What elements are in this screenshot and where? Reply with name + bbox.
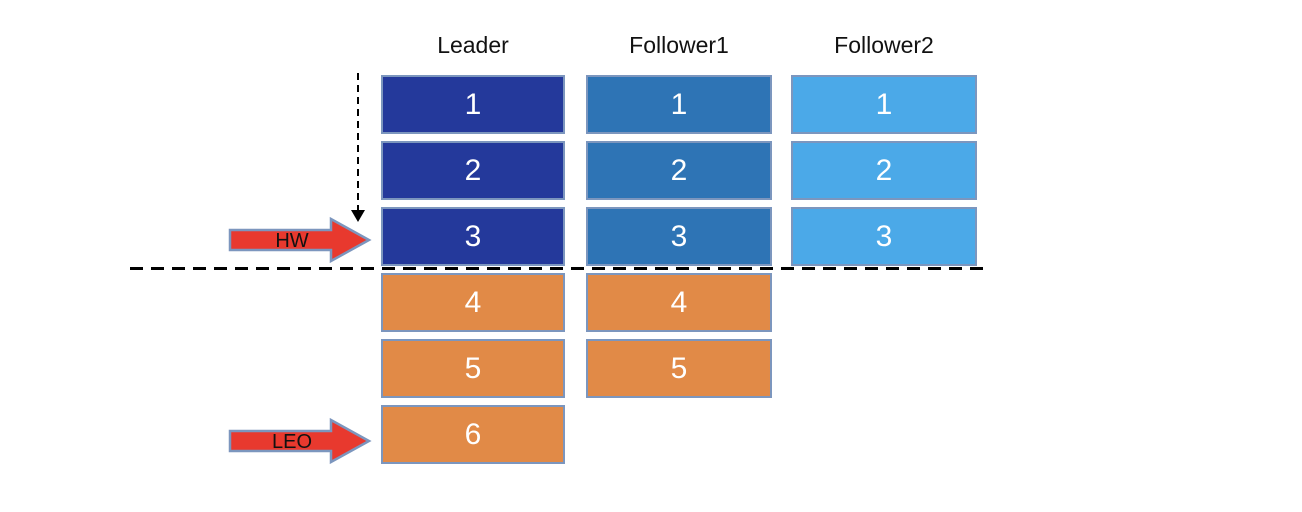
high-watermark-dashed-line — [130, 267, 990, 270]
log-block-leader-1: 1 — [381, 75, 565, 134]
hw-marker-arrow: HW — [228, 216, 372, 264]
log-block-leader-2: 2 — [381, 141, 565, 200]
log-block-follower1-2: 2 — [586, 141, 772, 200]
log-block-follower1-4: 4 — [586, 273, 772, 332]
log-block-leader-3: 3 — [381, 207, 565, 266]
leo-marker-label: LEO — [272, 431, 312, 453]
hw-pointer-dashed-arrow — [357, 73, 359, 211]
column-header-follower2: Follower2 — [834, 32, 934, 58]
log-block-leader-6: 6 — [381, 405, 565, 464]
log-block-follower1-5: 5 — [586, 339, 772, 398]
column-header-leader: Leader — [437, 32, 509, 58]
log-block-leader-5: 5 — [381, 339, 565, 398]
leo-arrow-icon — [228, 417, 372, 465]
leo-marker-arrow: LEO — [228, 417, 372, 465]
log-block-follower1-3: 3 — [586, 207, 772, 266]
column-header-follower1: Follower1 — [629, 32, 729, 58]
hw-arrow-icon — [228, 216, 372, 264]
hw-marker-label: HW — [275, 230, 308, 252]
log-block-leader-4: 4 — [381, 273, 565, 332]
hw-pointer-arrowhead-icon — [351, 210, 365, 222]
log-block-follower2-1: 1 — [791, 75, 977, 134]
log-block-follower2-3: 3 — [791, 207, 977, 266]
log-block-follower2-2: 2 — [791, 141, 977, 200]
log-block-follower1-1: 1 — [586, 75, 772, 134]
